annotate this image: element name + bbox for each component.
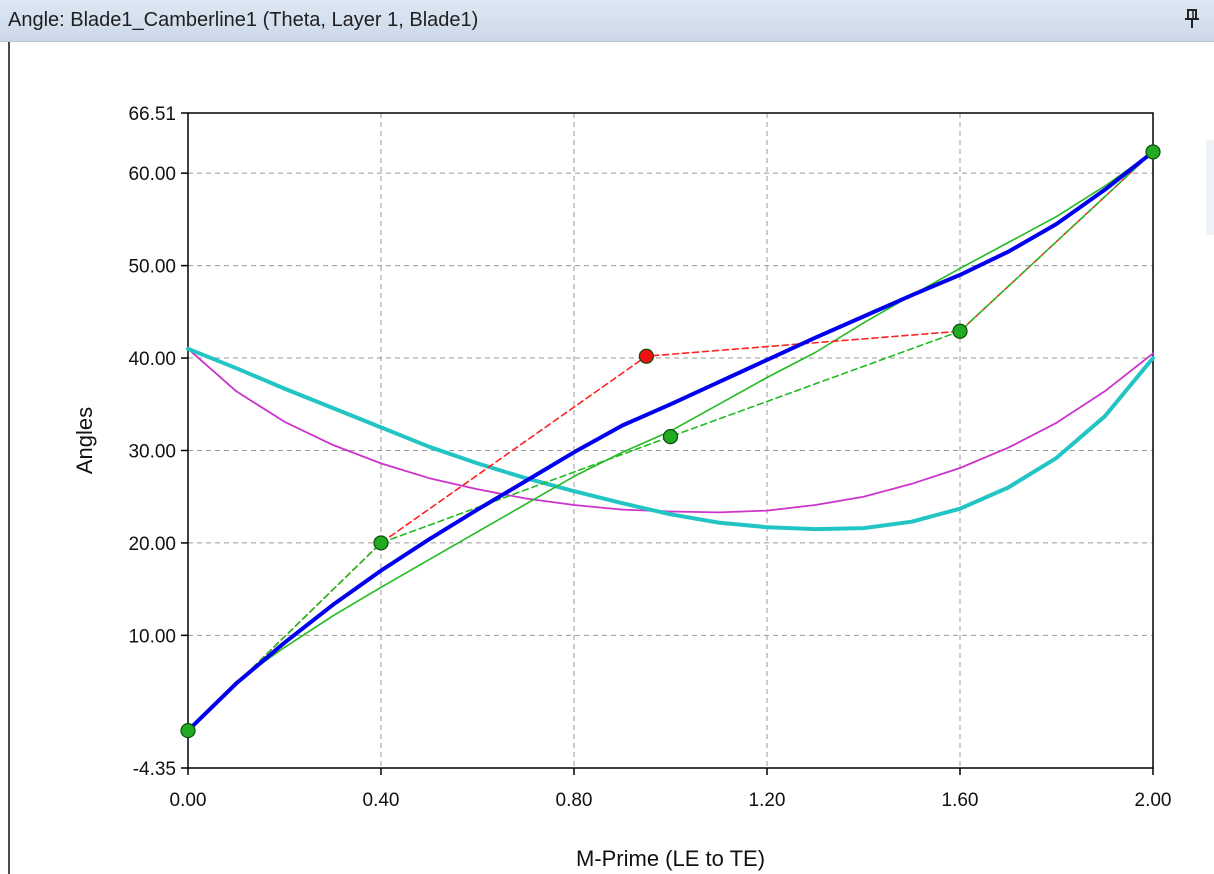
y-tick-label: 40.00 — [128, 349, 176, 370]
control-point-red[interactable] — [638, 348, 654, 364]
pin-icon[interactable] — [1180, 6, 1204, 32]
x-tick-label: 2.00 — [1135, 790, 1172, 811]
control-point-green[interactable] — [180, 722, 196, 739]
x-tick-label: 0.80 — [556, 790, 593, 811]
tick-labels: 0.00 0.40 0.80 1.20 1.60 2.00 -4.35 10.00 20.00 3… — [128, 104, 1171, 811]
y-tick-label: -4.35 — [133, 759, 176, 780]
y-tick-label: 66.51 — [128, 104, 176, 125]
x-tick-label: 1.60 — [942, 790, 979, 811]
scrollbar-strip — [1206, 140, 1214, 235]
series-line-blue-thick — [186, 149, 1155, 733]
control-point-green[interactable] — [373, 535, 389, 551]
panel-title: Angle: Blade1_Camberline1 (Theta, Layer … — [8, 9, 479, 31]
plot-frame — [187, 112, 1154, 769]
control-point-green[interactable] — [952, 323, 968, 339]
y-axis-title: Angles — [72, 407, 97, 474]
y-tick-label: 10.00 — [128, 626, 176, 647]
x-tick-label: 0.40 — [363, 790, 400, 811]
x-axis-title: M-Prime (LE to TE) — [576, 846, 765, 871]
control-point-green[interactable] — [1145, 144, 1161, 160]
series-layer — [186, 149, 1155, 733]
y-tick-label: 30.00 — [128, 441, 176, 462]
series-line-magenta-thin — [187, 347, 1154, 514]
x-tick-label: 0.00 — [170, 790, 207, 811]
y-tick-label: 60.00 — [128, 164, 176, 185]
panel-title-bar: Angle: Blade1_Camberline1 (Theta, Layer … — [0, 0, 1214, 42]
panel-left-border — [8, 42, 10, 874]
control-point-green[interactable] — [662, 429, 679, 445]
x-tick-label: 1.20 — [749, 790, 786, 811]
y-tick-label: 50.00 — [128, 257, 176, 278]
grid-layer — [188, 113, 1153, 768]
control-points[interactable] — [180, 144, 1161, 739]
series-line-cyan-thick — [186, 346, 1155, 532]
y-tick-label: 20.00 — [128, 534, 176, 555]
series-line-green-dashed — [187, 151, 1154, 732]
